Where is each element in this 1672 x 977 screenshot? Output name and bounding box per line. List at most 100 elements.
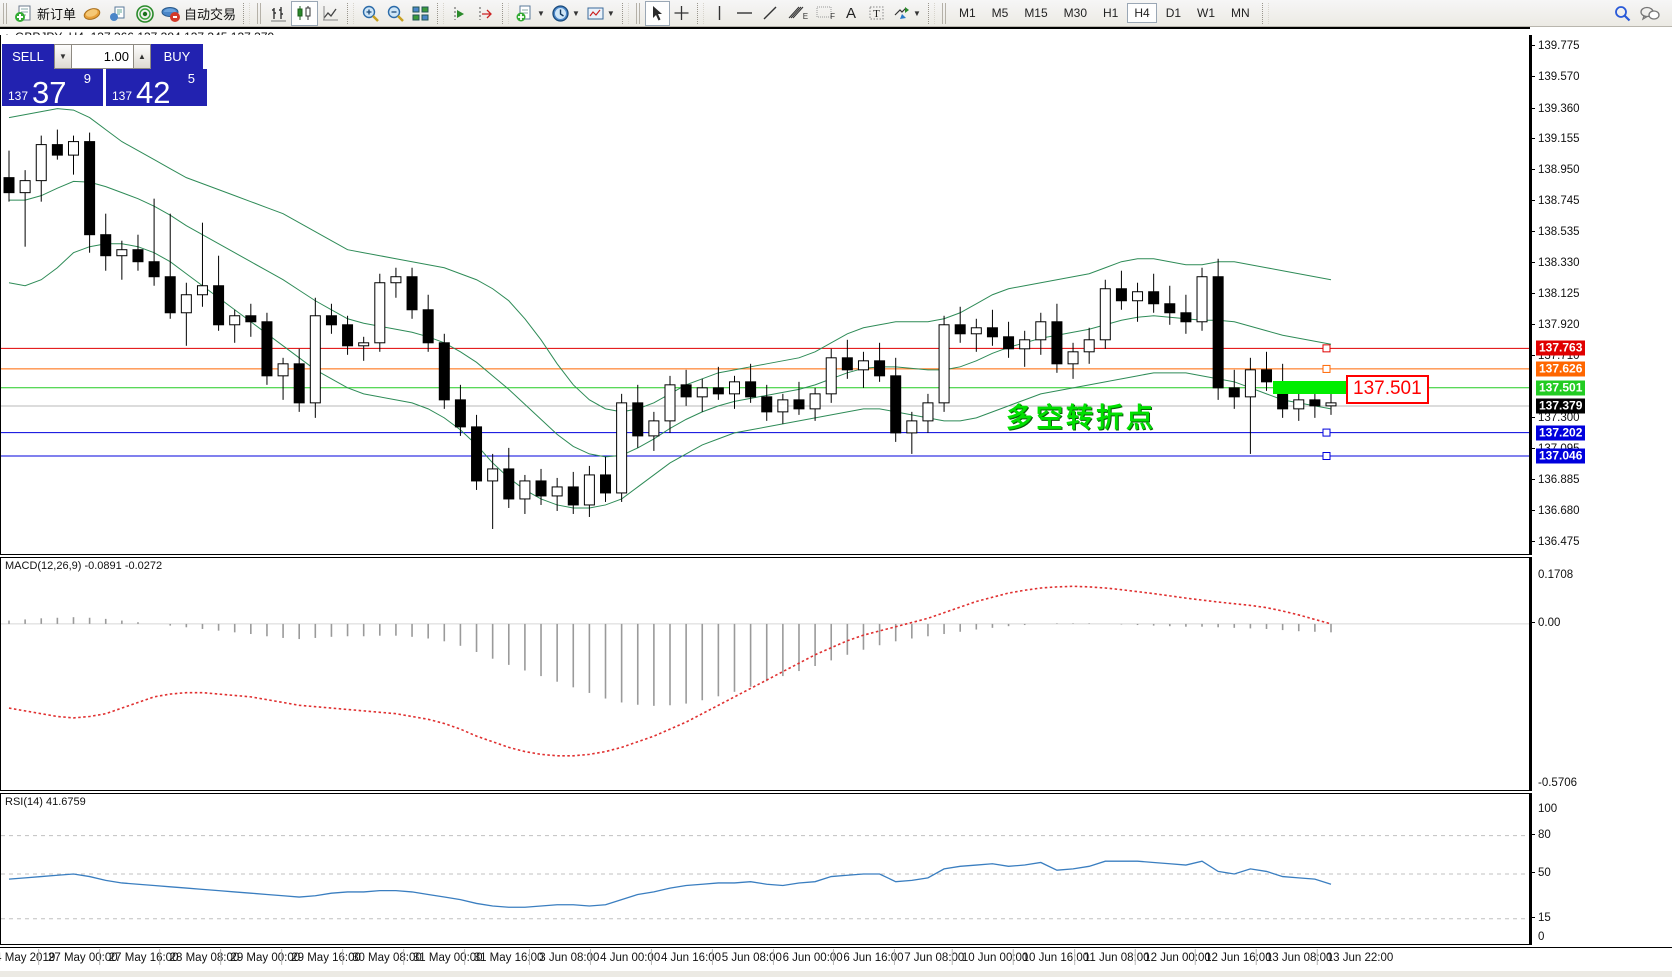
chart-area: GBPJPY-,H4 137.366 137.384 137.345 137.3… <box>0 27 1672 977</box>
price-tick: 139.570 <box>1530 71 1580 83</box>
trendline-tool-button[interactable] <box>758 1 783 26</box>
price-level-flag[interactable]: 137.202 <box>1536 425 1586 441</box>
toolbar-separator-6 <box>696 2 704 24</box>
rsi-tick: 0 <box>1538 931 1545 943</box>
timeframe-d1-button[interactable]: D1 <box>1165 6 1182 20</box>
chart-annotation-text[interactable]: 多空转折点 <box>1006 402 1156 433</box>
price-tick: 136.885 <box>1530 474 1580 486</box>
fibonacci-tool-button[interactable]: E <box>783 1 811 26</box>
navigator-button[interactable] <box>132 1 158 26</box>
indicators-button[interactable]: ▼ <box>513 1 548 26</box>
text-tool-button[interactable]: A <box>838 1 864 26</box>
price-level-flag[interactable]: 137.501 <box>1536 380 1586 396</box>
shift-chart-button[interactable] <box>448 1 473 26</box>
line-chart-button[interactable] <box>318 1 343 26</box>
timeframe-m15-button[interactable]: M15 <box>1024 6 1048 20</box>
timeframe-m5-button[interactable]: M5 <box>991 6 1009 20</box>
lot-increase-button[interactable]: ▲ <box>133 44 151 69</box>
new-order-button[interactable]: 新订单 <box>12 1 79 26</box>
price-pane[interactable]: 多空转折点 <box>0 35 1530 555</box>
rsi-axis[interactable]: 100 80 50 15 0 <box>1530 793 1672 945</box>
templates-button[interactable]: ▼ <box>583 1 618 26</box>
toolbar-gripper-2[interactable] <box>257 2 264 24</box>
channel-tool-button[interactable]: F <box>811 1 838 26</box>
lot-decrease-button[interactable]: ▼ <box>54 44 72 69</box>
new-order-label: 新订单 <box>37 6 77 22</box>
chart-top-border <box>0 27 1530 29</box>
rsi-tick: 15 <box>1530 912 1551 924</box>
cursor-tool-button[interactable] <box>644 0 670 26</box>
timeframe-h1-button[interactable]: H1 <box>1103 6 1119 20</box>
macd-tick: 0.00 <box>1530 617 1560 629</box>
toolbar-separator-3 <box>437 2 445 24</box>
auto-trading-button[interactable]: 自动交易 <box>158 1 239 26</box>
timeframe-m30-button[interactable]: M30 <box>1063 6 1087 20</box>
buy-price-quote[interactable]: 137 42 5 <box>106 69 207 108</box>
buy-price-prefix: 137 <box>112 89 133 103</box>
price-level-flag[interactable]: 137.379 <box>1536 398 1586 414</box>
period-chevron-down-icon[interactable]: ▼ <box>571 8 580 18</box>
arrows-chevron-down-icon[interactable]: ▼ <box>913 8 921 18</box>
zoom-out-button[interactable] <box>383 1 408 26</box>
price-tick: 139.360 <box>1530 103 1580 115</box>
price-tag-label[interactable]: 137.501 <box>1346 374 1429 404</box>
toolbar-gripper[interactable] <box>3 2 9 24</box>
candlestick-chart-button[interactable] <box>291 0 319 26</box>
templates-chevron-down-icon[interactable]: ▼ <box>606 8 615 18</box>
rsi-chart-svg <box>1 835 1529 920</box>
arrows-tool-button[interactable]: ▼ <box>889 1 924 26</box>
sell-price-fraction: 9 <box>83 71 91 86</box>
horizontal-line-tool-button[interactable] <box>731 1 758 26</box>
toolbar-gripper-3[interactable] <box>635 2 642 24</box>
period-button[interactable]: ▼ <box>548 1 583 26</box>
price-tick: 137.300 <box>1530 412 1580 424</box>
sell-price-quote[interactable]: 137 37 9 <box>2 69 103 108</box>
macd-pane[interactable]: MACD(12,26,9) -0.0891 -0.0272 <box>0 557 1530 791</box>
buy-button[interactable]: BUY <box>151 44 203 69</box>
timeframe-w1-button[interactable]: W1 <box>1197 6 1216 20</box>
timeframe-m1-button[interactable]: M1 <box>958 6 976 20</box>
toolbar-separator-1 <box>243 2 251 24</box>
zoom-in-button[interactable] <box>358 1 383 26</box>
price-tick: 138.330 <box>1530 257 1580 269</box>
macd-chart-svg <box>1 585 1529 757</box>
lot-size-input[interactable]: 1.00 <box>72 44 133 69</box>
price-level-flag[interactable]: 137.626 <box>1536 361 1586 377</box>
crosshair-tool-button[interactable] <box>670 1 693 26</box>
rsi-pane[interactable]: RSI(14) 41.6759 <box>0 793 1530 945</box>
macd-tick: 0.1708 <box>1538 569 1574 581</box>
text-label-tool-button[interactable]: T <box>864 1 889 26</box>
data-window-button[interactable] <box>106 1 132 26</box>
time-tick: 31 May 16:00 <box>463 949 543 965</box>
highlight-rectangle[interactable] <box>1273 381 1350 394</box>
chat-button[interactable] <box>1636 1 1664 26</box>
toolbar-gripper-4[interactable] <box>941 2 948 24</box>
tile-windows-button[interactable] <box>408 1 433 26</box>
one-click-quotes-row: 137 37 9 137 42 5 <box>2 69 207 108</box>
timeframe-mn-button[interactable]: MN <box>1231 6 1250 20</box>
rsi-label: RSI(14) 41.6759 <box>5 796 86 808</box>
channel-tool-sub-label: F <box>830 11 836 21</box>
macd-axis-line <box>1530 557 1532 791</box>
auto-scroll-button[interactable] <box>473 1 498 26</box>
toolbar-separator-8 <box>1261 2 1269 24</box>
price-axis[interactable]: 139.775 139.570 139.360 139.155 138.950 138.7… <box>1530 35 1672 555</box>
toolbar-separator-7 <box>927 2 935 24</box>
price-tick: 137.920 <box>1530 319 1580 331</box>
indicators-chevron-down-icon[interactable]: ▼ <box>537 8 545 18</box>
price-tick: 138.535 <box>1530 226 1580 238</box>
toolbar-separator-2 <box>347 2 355 24</box>
macd-axis[interactable]: 0.1708 0.00 -0.5706 <box>1530 557 1672 791</box>
auto-trading-label: 自动交易 <box>184 6 237 22</box>
one-click-trading-panel[interactable]: SELL ▼ 1.00 ▲ BUY 137 37 9 137 42 5 <box>2 44 207 108</box>
sell-button[interactable]: SELL <box>2 44 54 69</box>
market-watch-button[interactable] <box>79 1 106 26</box>
price-level-flag[interactable]: 137.046 <box>1536 448 1586 464</box>
time-tick: 11 Jun 08:00 <box>1073 949 1150 965</box>
search-button[interactable] <box>1610 1 1636 26</box>
bar-chart-button[interactable] <box>266 1 291 26</box>
time-tick: 27 May 00:00 <box>37 949 118 965</box>
price-level-flag[interactable]: 137.763 <box>1536 340 1586 356</box>
timeframe-h4-button[interactable]: H4 <box>1127 3 1157 23</box>
vertical-line-tool-button[interactable] <box>708 1 731 26</box>
